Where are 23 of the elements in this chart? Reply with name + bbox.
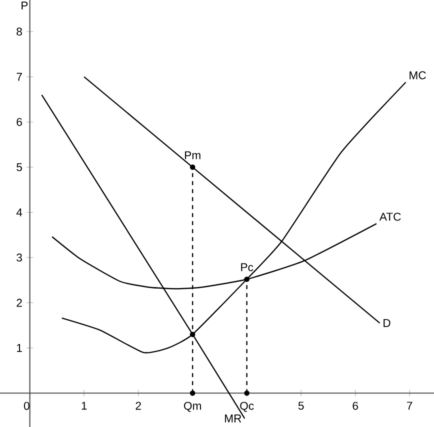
series-label: MC	[410, 71, 426, 80]
x-tick-label: 1	[82, 402, 87, 410]
y-tick-label: 5	[16, 163, 22, 172]
series-label: ATC	[379, 212, 401, 221]
x-tick-label: 2	[136, 402, 141, 410]
y-axis-title: P	[22, 2, 28, 10]
x-tick-label: 0	[24, 402, 30, 410]
x-tick-label: 7	[407, 402, 412, 410]
x-tick-label: 5	[298, 402, 304, 410]
series-label: D	[384, 319, 390, 327]
y-tick-label: 4	[16, 208, 22, 216]
y-tick-label: 6	[16, 118, 22, 126]
y-tick-label: 7	[16, 72, 22, 81]
series-label: MR	[225, 414, 242, 422]
x-tick-label: Qm	[184, 402, 201, 412]
y-tick-label: 2	[16, 298, 22, 307]
y-tick-label: 1	[17, 344, 22, 352]
annotation: Pc	[241, 263, 254, 272]
annotation: Pm	[185, 151, 200, 160]
y-tick-label: 8	[16, 28, 22, 36]
x-tick-label: 6	[352, 402, 358, 410]
x-tick-label: Qc	[240, 402, 254, 412]
y-tick-label: 3	[16, 254, 22, 262]
